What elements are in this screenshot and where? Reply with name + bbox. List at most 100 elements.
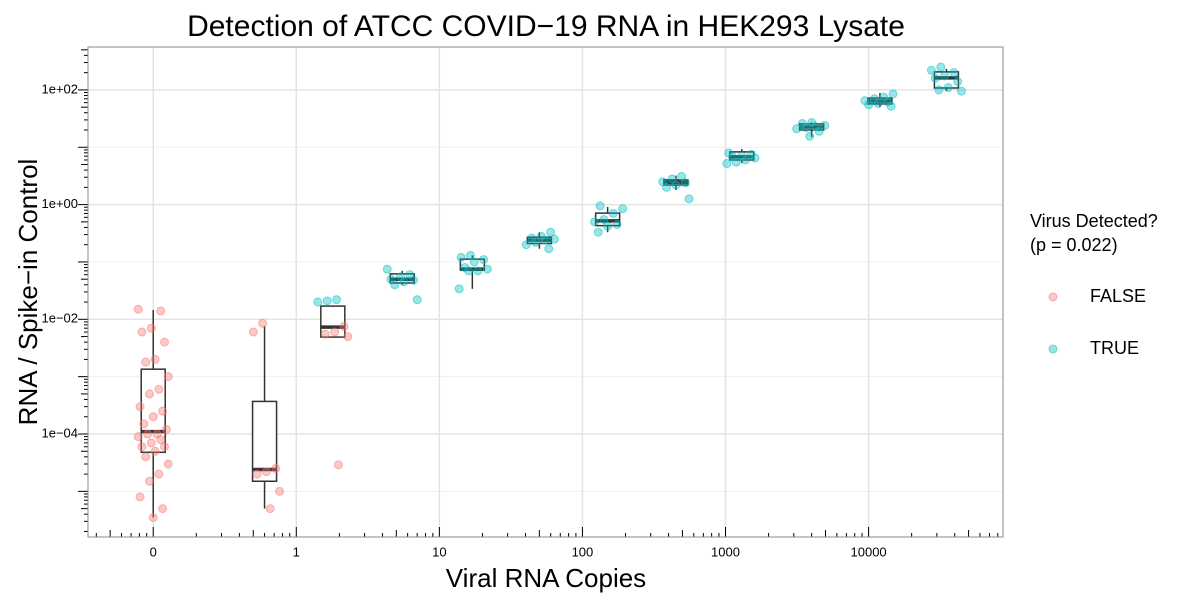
legend-marker <box>1048 292 1058 302</box>
data-point <box>408 275 418 285</box>
data-point <box>261 467 271 477</box>
data-point <box>146 438 156 448</box>
data-point <box>612 219 622 229</box>
data-point <box>158 504 168 514</box>
data-point <box>265 504 275 514</box>
data-point <box>150 446 160 456</box>
data-point <box>934 85 944 95</box>
data-point <box>339 321 349 331</box>
data-point <box>313 297 323 307</box>
data-point <box>163 459 173 469</box>
data-point <box>521 240 531 250</box>
x-tick-label: 1 <box>293 544 300 559</box>
data-point <box>544 244 554 254</box>
data-point <box>608 208 618 218</box>
data-point <box>454 284 464 294</box>
y-tick-label: 1e−02 <box>41 311 78 326</box>
data-point <box>940 71 950 81</box>
data-point <box>159 337 169 347</box>
data-point <box>936 62 946 72</box>
x-axis-label: Viral RNA Copies <box>446 563 646 593</box>
data-point <box>820 120 830 130</box>
data-point <box>156 306 166 316</box>
data-point <box>680 178 690 188</box>
data-point <box>801 123 811 133</box>
data-point <box>154 384 164 394</box>
data-point <box>684 194 694 204</box>
legend-marker <box>1048 344 1058 354</box>
data-point <box>873 98 883 108</box>
data-point <box>133 304 143 314</box>
data-point <box>148 513 158 523</box>
data-point <box>590 217 600 227</box>
legend-label: TRUE <box>1090 338 1139 358</box>
data-point <box>546 227 556 237</box>
data-point <box>956 86 966 96</box>
data-point <box>599 214 609 224</box>
legend-label: FALSE <box>1090 286 1146 306</box>
data-point <box>141 357 151 367</box>
data-point <box>143 429 153 439</box>
data-point <box>156 435 166 445</box>
data-point <box>330 327 340 337</box>
data-point <box>792 124 802 134</box>
data-point <box>930 73 940 83</box>
plot-border <box>87 46 1004 538</box>
data-point <box>159 442 169 452</box>
data-point <box>473 266 483 276</box>
data-point <box>146 323 156 333</box>
data-point <box>399 277 409 287</box>
data-point <box>390 280 400 290</box>
data-point <box>141 452 151 462</box>
data-point <box>252 469 262 479</box>
data-point <box>603 221 613 231</box>
data-point <box>595 201 605 211</box>
data-point <box>258 318 268 328</box>
data-point <box>926 65 936 75</box>
data-point <box>886 101 896 111</box>
data-point <box>139 419 149 429</box>
y-tick-label: 1e+00 <box>41 196 78 211</box>
data-point <box>671 180 681 190</box>
data-point <box>144 476 154 486</box>
data-point <box>154 469 164 479</box>
data-point <box>158 406 168 416</box>
data-point <box>412 295 422 305</box>
data-point <box>465 250 475 260</box>
data-point <box>888 89 898 99</box>
box <box>320 305 346 338</box>
data-point <box>469 257 479 267</box>
data-point <box>248 327 258 337</box>
data-point <box>741 155 751 165</box>
legend-subtitle: (p = 0.022) <box>1030 235 1118 255</box>
data-point <box>382 264 392 274</box>
data-point <box>953 77 963 87</box>
data-point <box>949 68 959 78</box>
data-point <box>750 153 760 163</box>
data-point <box>456 252 466 262</box>
x-tick-label: 10 <box>432 544 446 559</box>
data-point <box>479 255 489 265</box>
data-point <box>333 460 343 470</box>
data-point <box>593 227 603 237</box>
data-point <box>343 332 353 342</box>
data-point <box>144 389 154 399</box>
data-point <box>320 329 330 339</box>
data-point <box>163 372 173 382</box>
data-point <box>275 486 285 496</box>
data-point <box>662 182 672 192</box>
legend-title: Virus Detected? <box>1030 211 1158 231</box>
data-point <box>135 402 145 412</box>
y-tick-label: 1e−04 <box>41 425 78 440</box>
data-point <box>531 237 541 247</box>
x-tick-label: 1000 <box>711 544 740 559</box>
data-point <box>731 157 741 167</box>
y-tick-label: 1e+02 <box>41 81 78 96</box>
data-point <box>137 327 147 337</box>
data-point <box>148 412 158 422</box>
y-axis-label: RNA / Spike−in Control <box>13 159 43 426</box>
data-point <box>271 464 281 474</box>
data-point <box>135 492 145 502</box>
